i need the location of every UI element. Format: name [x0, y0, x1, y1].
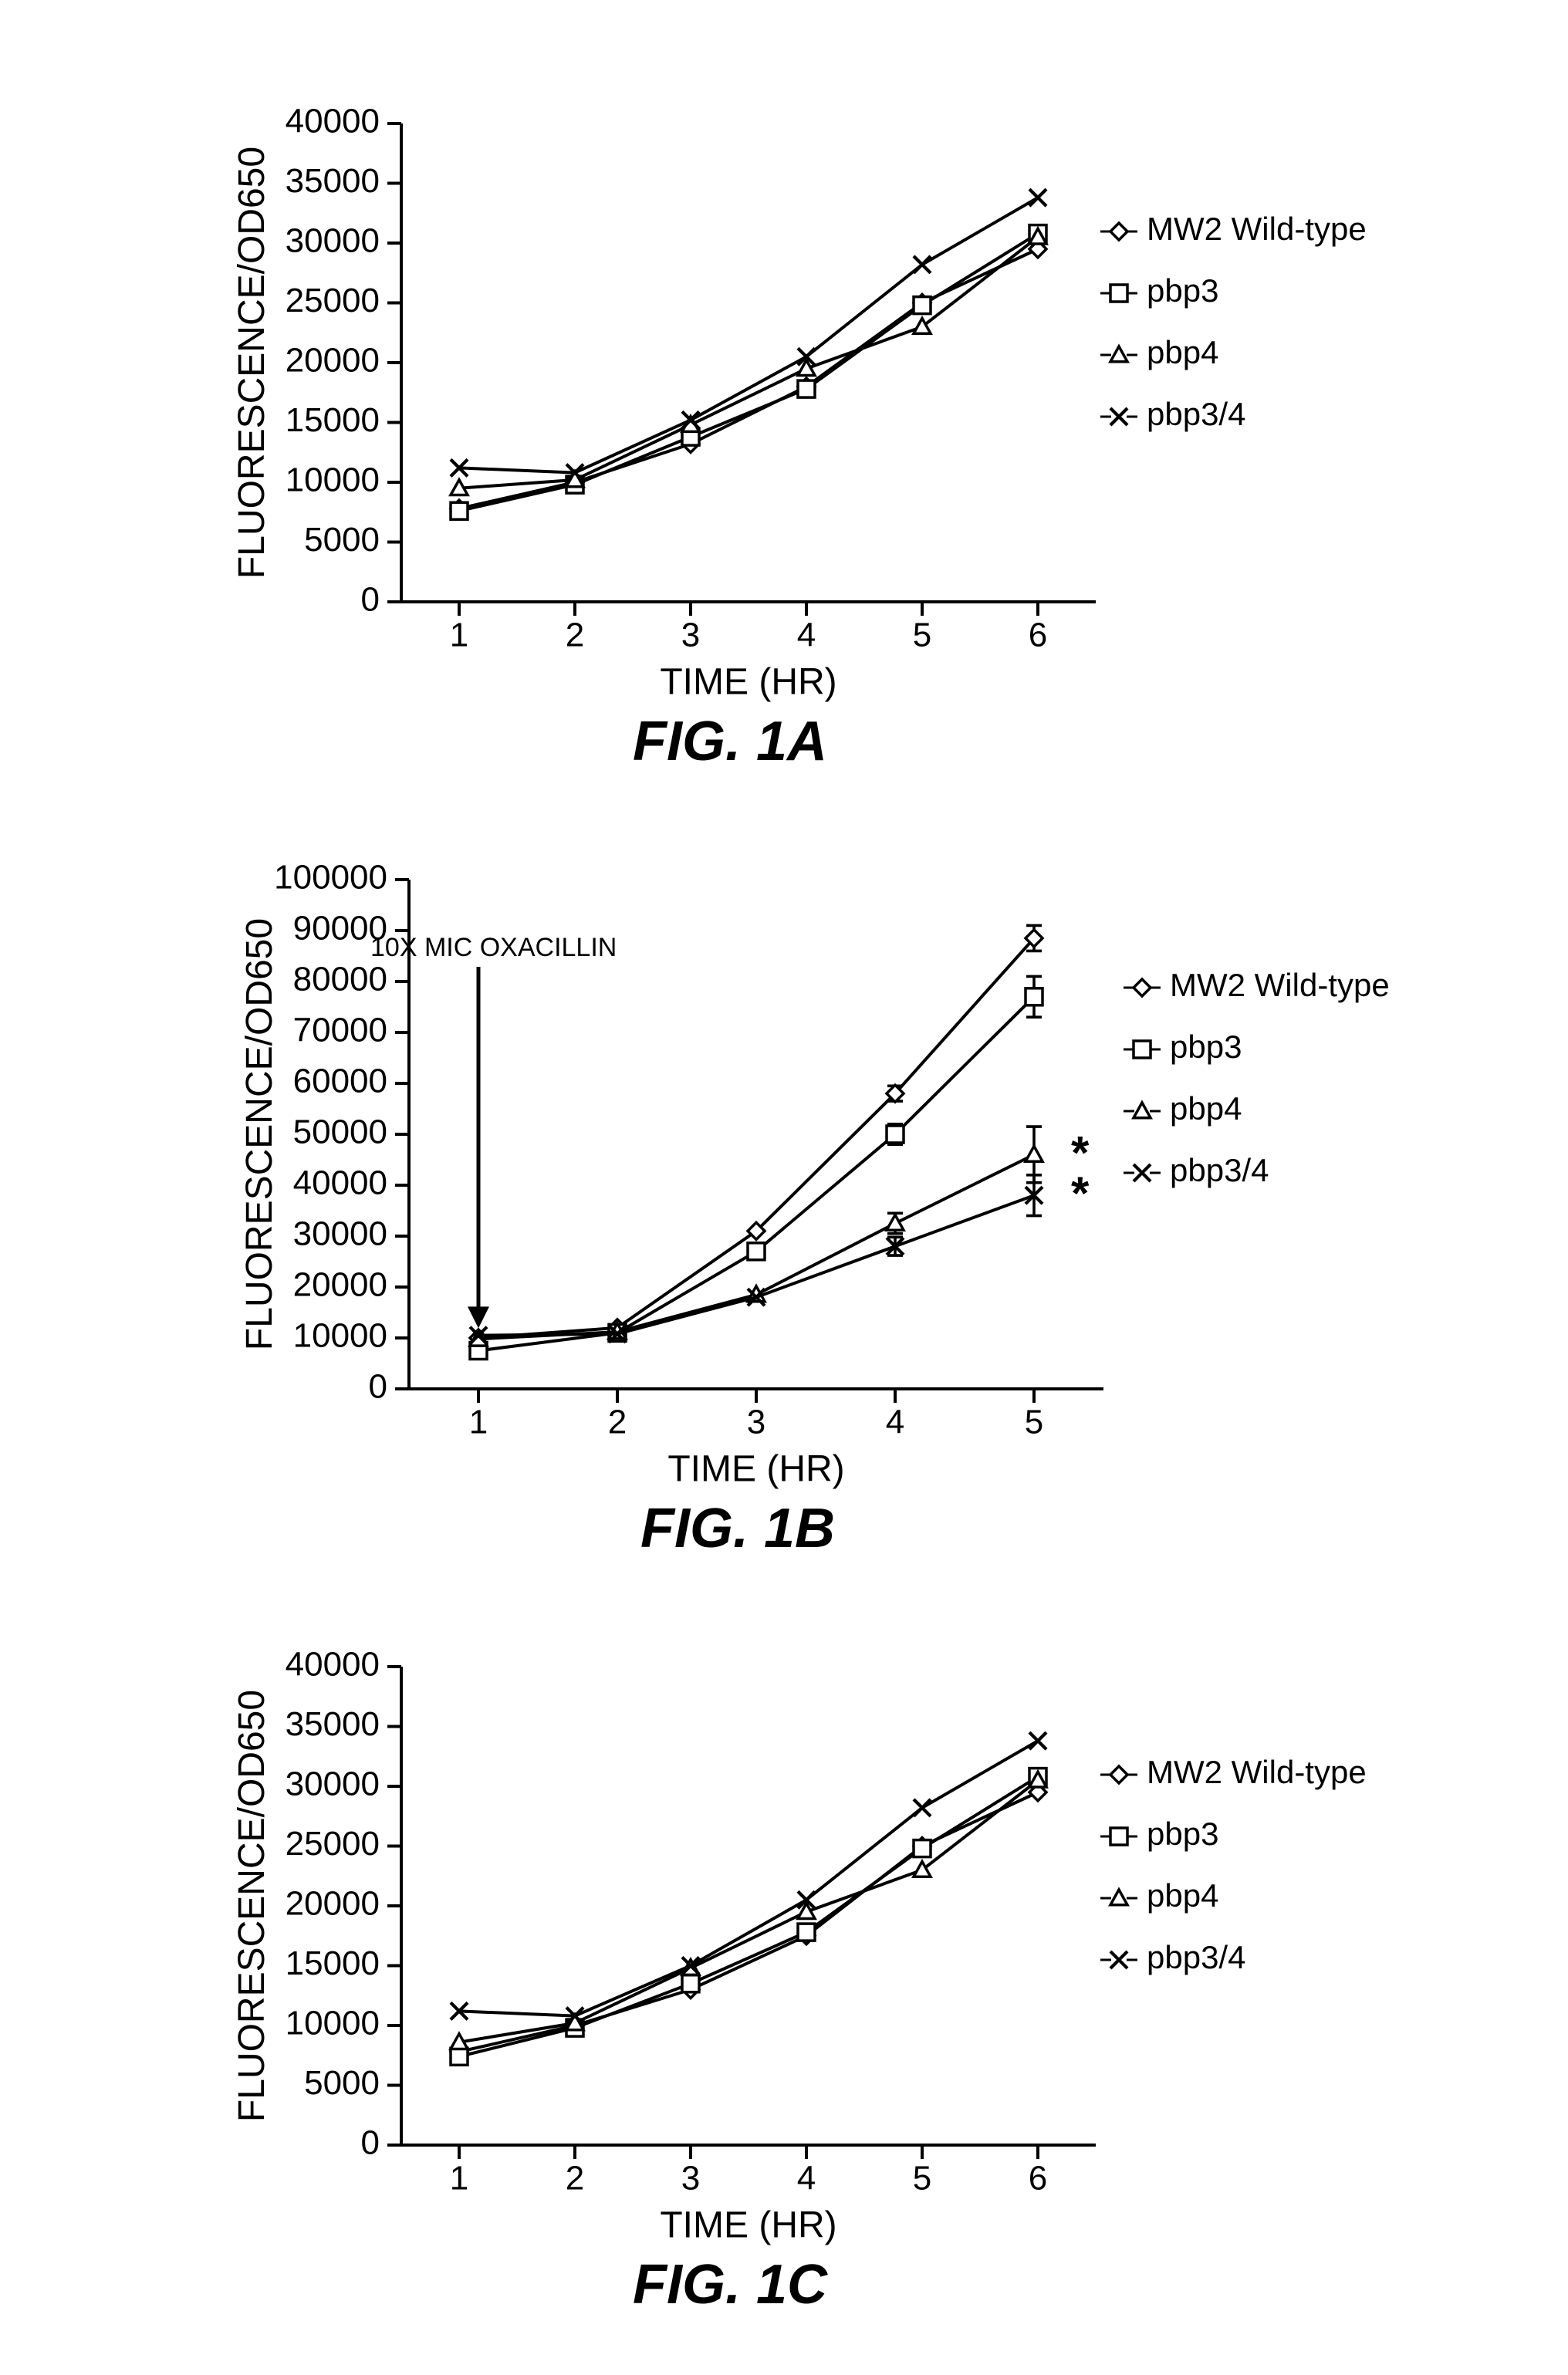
y-axis-title: FLUORESCENCE/OD650 — [231, 1690, 272, 2122]
x-tick-label: 4 — [797, 617, 816, 654]
y-tick-label: 30000 — [293, 1215, 387, 1253]
y-tick-label: 15000 — [286, 1944, 380, 1982]
legend-label: MW2 Wild-type — [1147, 211, 1367, 247]
y-tick-label: 20000 — [286, 1885, 380, 1923]
legend-label: pbp3/4 — [1147, 396, 1245, 432]
x-tick-label: 3 — [747, 1404, 765, 1441]
y-tick-label: 35000 — [286, 162, 380, 200]
series-line — [459, 1780, 1038, 2042]
y-tick-label: 40000 — [286, 1646, 380, 1684]
chart-svg-a: 0 5000 10000 15000 20000 25000 30000 35000 40000… — [139, 93, 1435, 741]
figure-label: FIG. 1A — [633, 710, 827, 773]
chart-panel-b: 0 10000 20000 30000 40000 50000 60000 70000 8000… — [139, 849, 1435, 1528]
y-tick-label: 15000 — [286, 401, 380, 439]
chart-panel-c: 0 5000 10000 15000 20000 25000 30000 35000 40000… — [139, 1636, 1435, 2284]
y-tick-label: 10000 — [286, 461, 380, 499]
legend-label: pbp4 — [1170, 1090, 1242, 1127]
y-tick-label: 20000 — [293, 1266, 387, 1304]
x-tick-label: 1 — [450, 2160, 468, 2198]
x-axis-title: TIME (HR) — [660, 2205, 836, 2246]
x-tick-label: 6 — [1029, 617, 1047, 654]
y-tick-label: 35000 — [286, 1705, 380, 1743]
x-tick-label: 2 — [608, 1404, 627, 1441]
x-tick-label: 2 — [566, 2160, 584, 2198]
y-tick-label: 5000 — [304, 521, 380, 559]
annotation-label: 10X MIC OXACILLIN — [370, 933, 617, 962]
legend-label: pbp3 — [1147, 1816, 1218, 1852]
figure-label: FIG. 1B — [640, 1497, 835, 1560]
y-tick-label: 0 — [361, 2124, 380, 2162]
x-tick-label: 5 — [1025, 1404, 1043, 1441]
x-tick-label: 3 — [681, 2160, 700, 2198]
y-tick-label: 80000 — [293, 961, 387, 998]
y-tick-label: 25000 — [286, 1825, 380, 1863]
x-axis-title: TIME (HR) — [667, 1449, 844, 1490]
y-tick-label: 30000 — [286, 222, 380, 260]
legend-label: pbp4 — [1147, 1877, 1218, 1914]
x-tick-label: 4 — [797, 2160, 816, 2198]
y-tick-label: 20000 — [286, 342, 380, 380]
x-tick-label: 5 — [913, 2160, 931, 2198]
x-tick-label: 5 — [913, 617, 931, 654]
x-tick-label: 2 — [566, 617, 584, 654]
legend-label: pbp3/4 — [1170, 1152, 1269, 1188]
y-tick-label: 40000 — [286, 103, 380, 140]
series-line — [478, 1195, 1034, 1336]
y-axis-title: FLUORESCENCE/OD650 — [239, 918, 280, 1350]
x-tick-label: 1 — [450, 617, 468, 654]
chart-svg-c: 0 5000 10000 15000 20000 25000 30000 35000 40000… — [139, 1636, 1435, 2284]
legend-label: MW2 Wild-type — [1170, 967, 1390, 1003]
y-tick-label: 0 — [361, 581, 380, 619]
figure-page: 0500010000150002000025000300003500040000… — [0, 0, 1568, 2375]
x-tick-label: 4 — [886, 1404, 904, 1441]
y-tick-label: 25000 — [286, 282, 380, 319]
legend-label: pbp3 — [1170, 1029, 1242, 1065]
y-tick-label: 50000 — [293, 1113, 387, 1151]
significance-star: * — [1071, 1167, 1090, 1219]
chart-panel-a: 0 5000 10000 15000 20000 25000 30000 35000 40000… — [139, 93, 1435, 741]
y-tick-label: 100000 — [274, 859, 387, 897]
figure-label: FIG. 1C — [633, 2253, 827, 2316]
series-line — [478, 938, 1034, 1338]
x-tick-label: 6 — [1029, 2160, 1047, 2198]
series-line — [459, 234, 1038, 512]
legend-label: MW2 Wild-type — [1147, 1754, 1367, 1790]
legend-label: pbp3/4 — [1147, 1939, 1245, 1975]
x-axis-title: TIME (HR) — [660, 662, 836, 703]
y-tick-label: 0 — [369, 1368, 387, 1406]
series-line — [459, 1741, 1038, 2016]
y-tick-label: 60000 — [293, 1062, 387, 1100]
x-tick-label: 3 — [681, 617, 700, 654]
series-line — [459, 198, 1038, 472]
chart-svg-b: 0 10000 20000 30000 40000 50000 60000 70000 8000… — [139, 849, 1435, 1528]
y-tick-label: 10000 — [286, 2005, 380, 2042]
y-tick-label: 5000 — [304, 2064, 380, 2102]
y-tick-label: 10000 — [293, 1317, 387, 1355]
legend-label: pbp4 — [1147, 334, 1218, 370]
y-axis-title: FLUORESCENCE/OD650 — [231, 147, 272, 579]
y-tick-label: 40000 — [293, 1164, 387, 1202]
x-tick-label: 1 — [469, 1404, 488, 1441]
y-tick-label: 70000 — [293, 1012, 387, 1049]
y-tick-label: 30000 — [286, 1765, 380, 1803]
legend-label: pbp3 — [1147, 272, 1218, 309]
series-line — [459, 237, 1038, 488]
